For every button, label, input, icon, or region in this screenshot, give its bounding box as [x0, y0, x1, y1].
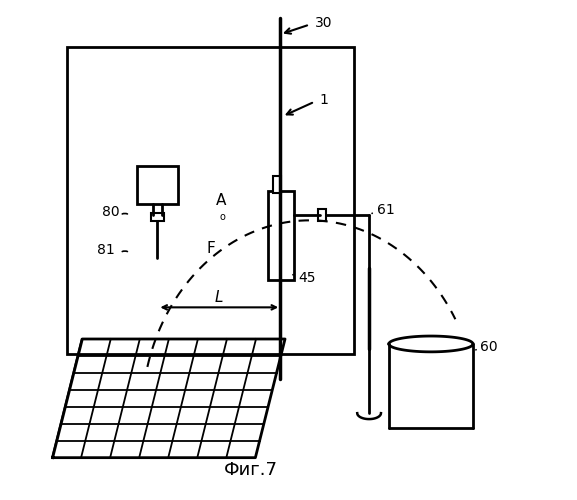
- Text: 45: 45: [298, 270, 316, 284]
- Text: F: F: [207, 240, 215, 256]
- Text: 30: 30: [314, 16, 332, 30]
- Bar: [318, 210, 325, 222]
- Text: 60: 60: [480, 340, 497, 354]
- Text: 1: 1: [320, 92, 328, 106]
- Text: A: A: [216, 193, 226, 208]
- Text: 81: 81: [97, 243, 115, 257]
- Text: 61: 61: [377, 204, 395, 218]
- Bar: [68, 48, 354, 354]
- Text: Фиг.7: Фиг.7: [223, 460, 278, 478]
- Bar: [268, 190, 294, 280]
- Text: 80: 80: [102, 206, 119, 220]
- Text: L: L: [215, 290, 223, 305]
- Text: o: o: [220, 212, 226, 222]
- Bar: [151, 214, 164, 222]
- Bar: [137, 166, 178, 203]
- Bar: [273, 176, 281, 192]
